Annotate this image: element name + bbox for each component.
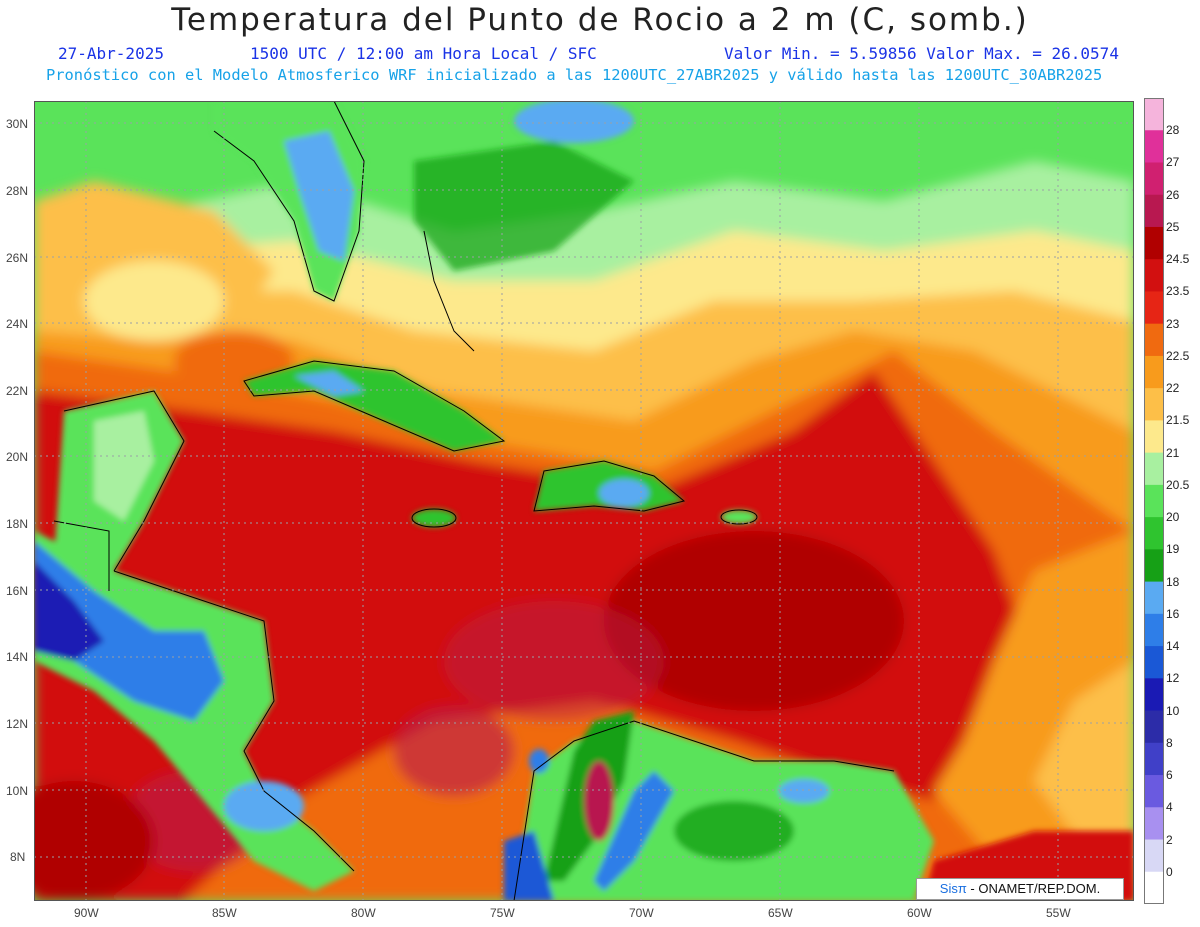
lon-label: 90W	[74, 906, 99, 920]
colorbar-swatch	[1144, 226, 1164, 260]
lat-label: 18N	[6, 517, 29, 531]
colorbar-label: 22	[1166, 381, 1180, 396]
lon-label: 75W	[490, 906, 515, 920]
dewpoint-field	[34, 161, 1134, 901]
lon-label: 55W	[1046, 906, 1071, 920]
colorbar-swatch	[1144, 581, 1164, 615]
colorbar	[1144, 98, 1164, 904]
credit-text: - ONAMET/REP.DOM.	[966, 881, 1101, 896]
colorbar-swatch	[1144, 775, 1164, 808]
colorbar-label: 26	[1166, 187, 1180, 202]
lon-label: 70W	[629, 906, 654, 920]
lat-label: 8N	[10, 850, 26, 864]
colorbar-label: 21	[1166, 445, 1180, 460]
lon-label: 60W	[907, 906, 932, 920]
colorbar-label: 18	[1166, 574, 1180, 589]
coastlines	[53, 101, 895, 901]
colorbar-swatch	[1144, 323, 1164, 357]
colorbar-label: 23	[1166, 316, 1180, 331]
colorbar-label: 20	[1166, 510, 1180, 525]
colorbar-label: 10	[1166, 703, 1180, 718]
map-frame	[34, 101, 1134, 901]
colorbar-swatch	[1144, 484, 1164, 518]
colorbar-swatch	[1144, 839, 1164, 873]
lat-label: 22N	[6, 384, 29, 398]
colorbar-swatch	[1144, 871, 1164, 904]
colorbar-swatch	[1144, 452, 1164, 486]
lon-label: 65W	[768, 906, 793, 920]
colorbar-label: 21.5	[1166, 413, 1190, 428]
lat-label: 14N	[6, 650, 29, 664]
colorbar-swatch	[1144, 98, 1164, 131]
lat-label: 28N	[6, 184, 29, 198]
lat-label: 26N	[6, 251, 29, 265]
colorbar-swatch	[1144, 549, 1164, 583]
colorbar-swatch	[1144, 388, 1164, 421]
colorbar-swatch	[1144, 130, 1164, 163]
colorbar-swatch	[1144, 162, 1164, 196]
date-label: 27-Abr-2025	[58, 44, 164, 63]
colorbar-swatch	[1144, 710, 1164, 744]
lat-label: 24N	[6, 317, 29, 331]
gridlines	[34, 101, 1134, 901]
colorbar-swatch	[1144, 259, 1164, 292]
lat-label: 16N	[6, 584, 29, 598]
minmax-label: Valor Min. = 5.59856 Valor Max. = 26.057…	[724, 44, 1119, 63]
dewpoint-map	[34, 101, 1134, 901]
colorbar-label: 14	[1166, 639, 1180, 654]
model-info-label: Pronóstico con el Modelo Atmosferico WRF…	[46, 66, 1103, 84]
colorbar-swatch	[1144, 678, 1164, 712]
lon-label: 80W	[351, 906, 376, 920]
lat-label: 10N	[6, 784, 29, 798]
colorbar-swatch	[1144, 646, 1164, 679]
colorbar-label: 16	[1166, 606, 1180, 621]
lat-label: 12N	[6, 717, 29, 731]
map-title: Temperatura del Punto de Rocio a 2 m (C,…	[171, 2, 1029, 38]
colorbar-swatch	[1144, 194, 1164, 228]
lat-label: 20N	[6, 450, 29, 464]
colorbar-label: 27	[1166, 155, 1180, 170]
colorbar-swatch	[1144, 807, 1164, 841]
colorbar-label: 25	[1166, 219, 1180, 234]
colorbar-label: 8	[1166, 735, 1173, 750]
colorbar-label: 22.5	[1166, 348, 1190, 363]
colorbar-label: 24.5	[1166, 252, 1190, 267]
colorbar-label: 19	[1166, 542, 1180, 557]
colorbar-border	[1144, 98, 1164, 904]
colorbar-label: 20.5	[1166, 477, 1190, 492]
colorbar-swatch	[1144, 420, 1164, 454]
lat-label: 30N	[6, 117, 29, 131]
colorbar-swatch	[1144, 742, 1164, 776]
land-field	[34, 101, 1134, 901]
colorbar-swatch	[1144, 355, 1164, 389]
colorbar-swatch	[1144, 291, 1164, 325]
lon-label: 85W	[212, 906, 237, 920]
colorbar-label: 6	[1166, 768, 1173, 783]
time-label: 1500 UTC / 12:00 am Hora Local / SFC	[250, 44, 597, 63]
colorbar-label: 23.5	[1166, 284, 1190, 299]
colorbar-label: 12	[1166, 671, 1180, 686]
colorbar-swatch	[1144, 613, 1164, 647]
colorbar-label: 4	[1166, 800, 1173, 815]
colorbar-label: 2	[1166, 832, 1173, 847]
credit-brand: Sisπ	[939, 881, 967, 896]
colorbar-swatch	[1144, 517, 1164, 550]
colorbar-label: 0	[1166, 864, 1173, 879]
credit-box: Sisπ - ONAMET/REP.DOM.	[916, 878, 1124, 900]
colorbar-label: 28	[1166, 123, 1180, 138]
